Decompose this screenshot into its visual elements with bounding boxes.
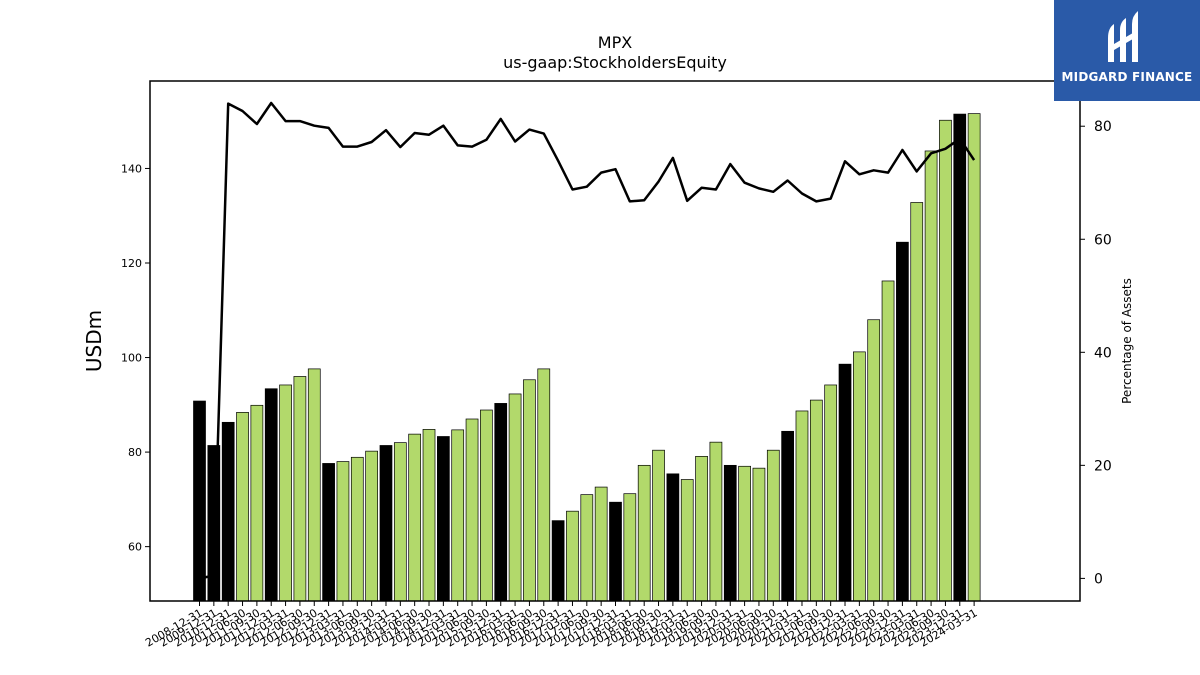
bar (537, 368, 551, 602)
bar (896, 241, 909, 602)
bar (666, 473, 680, 602)
y2-tick-label: 20 (1094, 458, 1112, 474)
bar (738, 465, 751, 602)
x-axis: 2008-12-312009-12-312010-12-312011-06-30… (143, 601, 980, 650)
bar (250, 404, 264, 602)
y2-axis-label: Percentage of Assets (1120, 278, 1134, 404)
bar (853, 351, 866, 602)
bar (437, 436, 450, 602)
line-series (199, 101, 976, 580)
y-axis-label: USDm (82, 310, 106, 372)
line-percentage-of-assets (199, 101, 976, 580)
bar (393, 442, 407, 602)
plot-frame (149, 80, 1081, 602)
bar (867, 319, 881, 602)
bar (451, 429, 465, 602)
y-axis: 60 80 100 120 140 (121, 162, 150, 554)
bar (193, 400, 206, 602)
bar (752, 467, 766, 602)
bar (580, 494, 594, 602)
bar (480, 409, 493, 602)
bar (264, 388, 278, 602)
y-tick-label: 140 (121, 162, 142, 175)
bar (465, 418, 479, 602)
bar (609, 501, 622, 602)
brand-name: MIDGARD FINANCE (1061, 70, 1193, 84)
y2-tick-label: 60 (1094, 232, 1112, 248)
bar (824, 384, 838, 602)
bar (422, 429, 436, 602)
bar (910, 202, 924, 602)
bar (365, 450, 378, 602)
y2-axis: 0 20 40 60 80 (1080, 119, 1112, 587)
bar (523, 379, 536, 602)
bar (566, 510, 579, 602)
bar (924, 150, 938, 602)
bar (695, 455, 708, 602)
brand-logo: MIDGARD FINANCE (1054, 0, 1200, 101)
bar (236, 412, 249, 602)
bar (680, 479, 694, 602)
bar (379, 445, 393, 602)
bar (336, 461, 350, 602)
bar (551, 520, 565, 602)
bar (307, 368, 321, 602)
bar (594, 486, 608, 602)
bar (293, 376, 307, 602)
bar (939, 119, 952, 602)
y2-tick-label: 0 (1094, 571, 1103, 587)
bar (279, 384, 292, 602)
bar (221, 421, 235, 602)
bar (508, 393, 522, 602)
bar (881, 280, 895, 602)
bar (781, 430, 794, 602)
chart-subtitle: us-gaap:StockholdersEquity (503, 53, 727, 72)
bar (953, 113, 967, 602)
bar (795, 410, 809, 602)
chart-title: MPX (598, 33, 632, 52)
y-tick-label: 120 (121, 257, 142, 270)
bar (494, 403, 508, 602)
bar (623, 493, 637, 602)
midgard-logo-icon (1108, 11, 1138, 62)
bar (809, 399, 823, 602)
bar (838, 363, 852, 602)
bar (723, 464, 737, 602)
bar (322, 463, 335, 602)
bar (967, 113, 981, 602)
y2-tick-label: 80 (1094, 119, 1112, 135)
y-tick-label: 60 (128, 541, 142, 554)
bar (766, 449, 780, 602)
bar (652, 449, 665, 602)
y2-tick-label: 40 (1094, 345, 1112, 361)
bar (709, 441, 723, 602)
y-tick-label: 100 (121, 352, 142, 365)
bar (408, 433, 422, 602)
y-tick-label: 80 (128, 446, 142, 459)
bar (350, 456, 364, 602)
bar (637, 464, 651, 602)
